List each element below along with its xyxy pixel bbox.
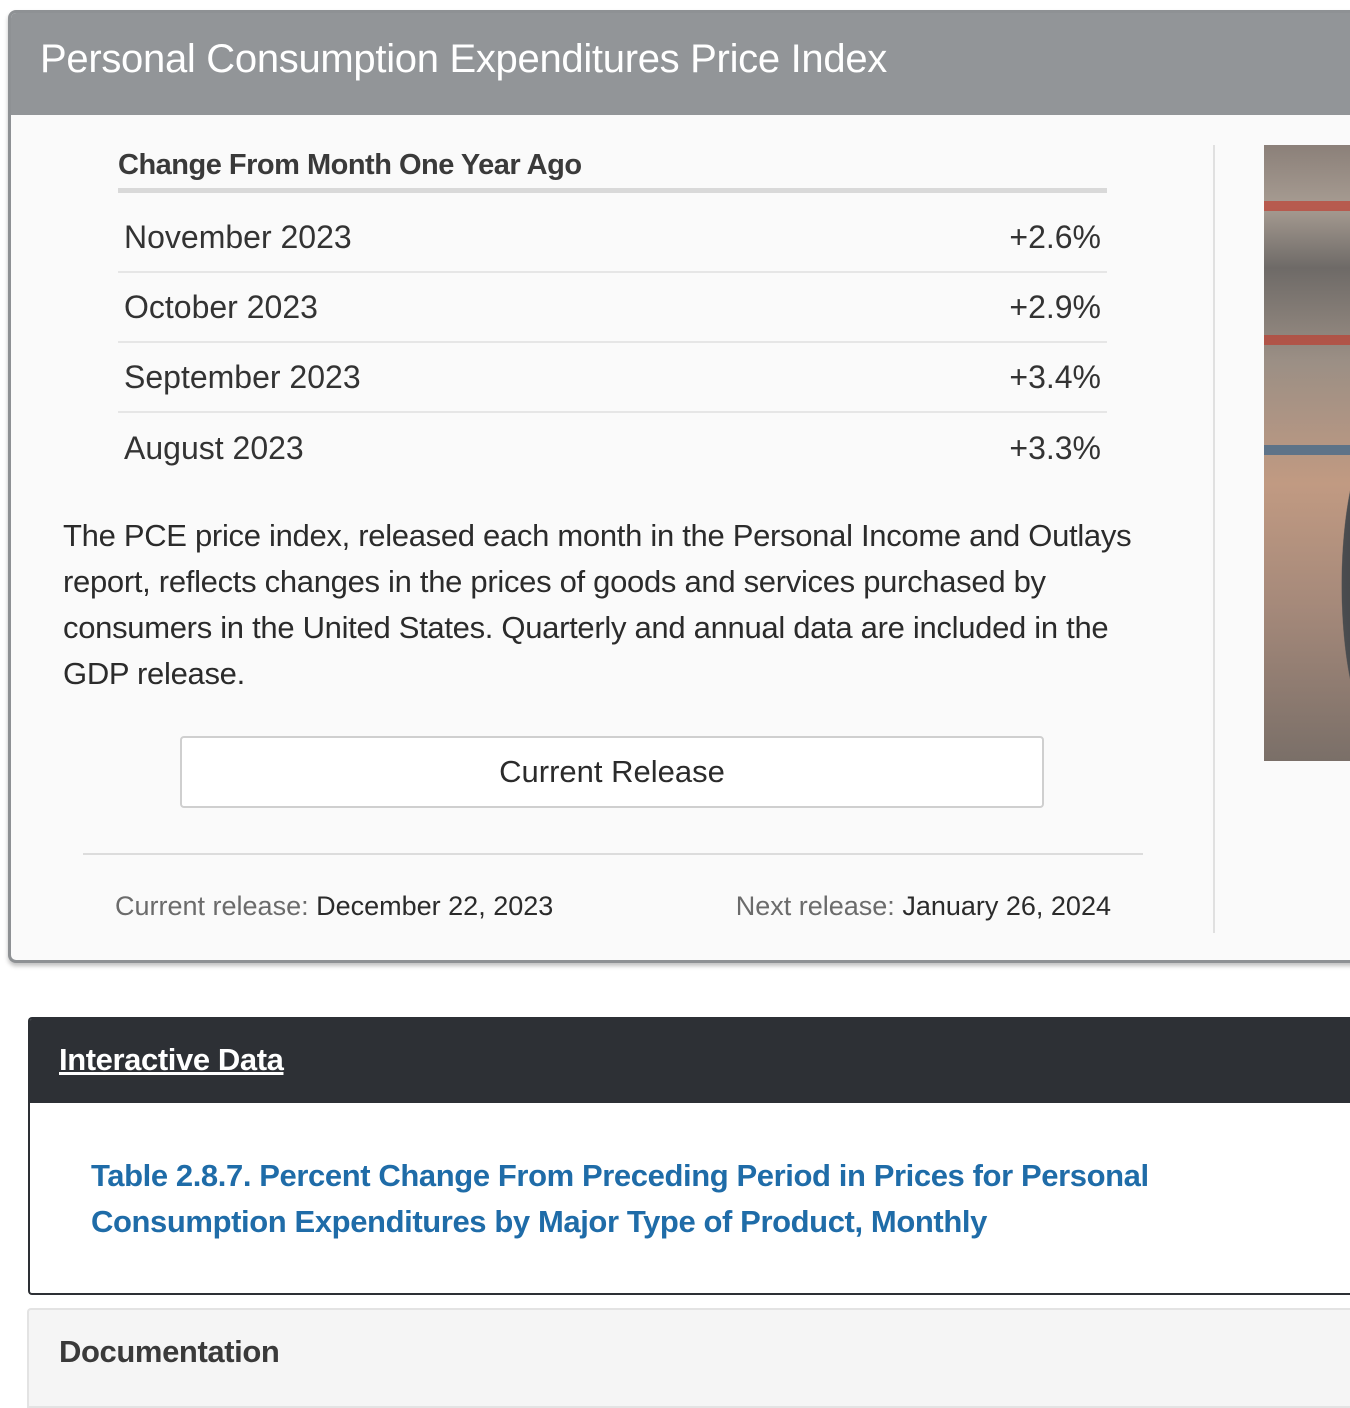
next-release-date: January 26, 2024 <box>902 891 1111 921</box>
change-table: November 2023 +2.6% October 2023 +2.9% S… <box>118 203 1107 483</box>
current-release-info: Current release: December 22, 2023 <box>115 891 553 922</box>
change-row: September 2023 +3.4% <box>118 343 1107 413</box>
change-table-heading: Change From Month One Year Ago <box>118 149 1107 193</box>
change-row-month: November 2023 <box>124 218 352 255</box>
change-row-value: +2.6% <box>1009 218 1101 255</box>
current-release-label: Current release: <box>115 891 309 921</box>
next-release-label: Next release: <box>735 891 895 921</box>
table-2-8-7-link[interactable]: Table 2.8.7. Percent Change From Precedi… <box>91 1158 1149 1239</box>
change-row-value: +3.3% <box>1009 429 1101 466</box>
pce-header: Personal Consumption Expenditures Price … <box>11 13 1350 115</box>
documentation-panel[interactable]: Documentation <box>27 1308 1350 1408</box>
pce-title: Personal Consumption Expenditures Price … <box>40 37 887 81</box>
release-divider <box>83 853 1143 855</box>
shopper-photo <box>1264 145 1350 761</box>
next-release-info: Next release: January 26, 2024 <box>736 891 1111 922</box>
current-release-button[interactable]: Current Release <box>180 736 1044 808</box>
change-row-value: +2.9% <box>1009 288 1101 325</box>
photo-shelf <box>1264 201 1350 211</box>
pce-description: The PCE price index, released each month… <box>63 518 1132 691</box>
pce-panel: Personal Consumption Expenditures Price … <box>8 10 1350 963</box>
change-row: August 2023 +3.3% <box>118 413 1107 483</box>
documentation-title[interactable]: Documentation <box>59 1334 280 1369</box>
interactive-data-header: Interactive Data <box>30 1019 1350 1103</box>
change-row-value: +3.4% <box>1009 358 1101 395</box>
change-row: November 2023 +2.6% <box>118 203 1107 273</box>
interactive-data-link[interactable]: Interactive Data <box>59 1042 284 1077</box>
change-row-month: September 2023 <box>124 358 361 395</box>
change-row-month: August 2023 <box>124 429 304 466</box>
vertical-divider <box>1213 145 1215 933</box>
photo-shelf <box>1264 445 1350 455</box>
photo-shelf <box>1264 335 1350 345</box>
current-release-date: December 22, 2023 <box>316 891 554 921</box>
change-row: October 2023 +2.9% <box>118 273 1107 343</box>
release-dates: Current release: December 22, 2023 Next … <box>115 891 1111 922</box>
interactive-data-panel: Interactive Data Table 2.8.7. Percent Ch… <box>28 1017 1350 1295</box>
change-row-month: October 2023 <box>124 288 318 325</box>
